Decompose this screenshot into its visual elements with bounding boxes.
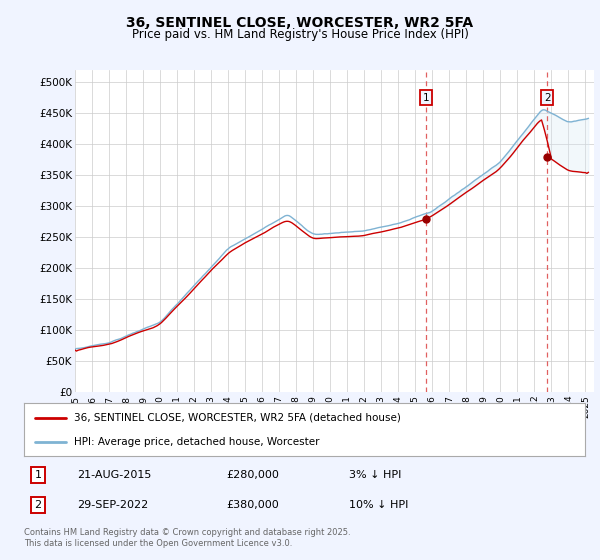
Text: 2: 2 [544, 93, 551, 103]
Text: £380,000: £380,000 [226, 500, 279, 510]
Text: 36, SENTINEL CLOSE, WORCESTER, WR2 5FA: 36, SENTINEL CLOSE, WORCESTER, WR2 5FA [127, 16, 473, 30]
Text: Contains HM Land Registry data © Crown copyright and database right 2025.
This d: Contains HM Land Registry data © Crown c… [24, 528, 350, 548]
Text: 3% ↓ HPI: 3% ↓ HPI [349, 470, 402, 480]
Text: Price paid vs. HM Land Registry's House Price Index (HPI): Price paid vs. HM Land Registry's House … [131, 28, 469, 41]
Text: 36, SENTINEL CLOSE, WORCESTER, WR2 5FA (detached house): 36, SENTINEL CLOSE, WORCESTER, WR2 5FA (… [74, 413, 401, 423]
Text: 29-SEP-2022: 29-SEP-2022 [77, 500, 149, 510]
Text: £280,000: £280,000 [226, 470, 279, 480]
Text: HPI: Average price, detached house, Worcester: HPI: Average price, detached house, Worc… [74, 437, 320, 447]
Text: 2: 2 [34, 500, 41, 510]
Text: 10% ↓ HPI: 10% ↓ HPI [349, 500, 409, 510]
Text: 1: 1 [423, 93, 430, 103]
Text: 1: 1 [35, 470, 41, 480]
Text: 21-AUG-2015: 21-AUG-2015 [77, 470, 152, 480]
